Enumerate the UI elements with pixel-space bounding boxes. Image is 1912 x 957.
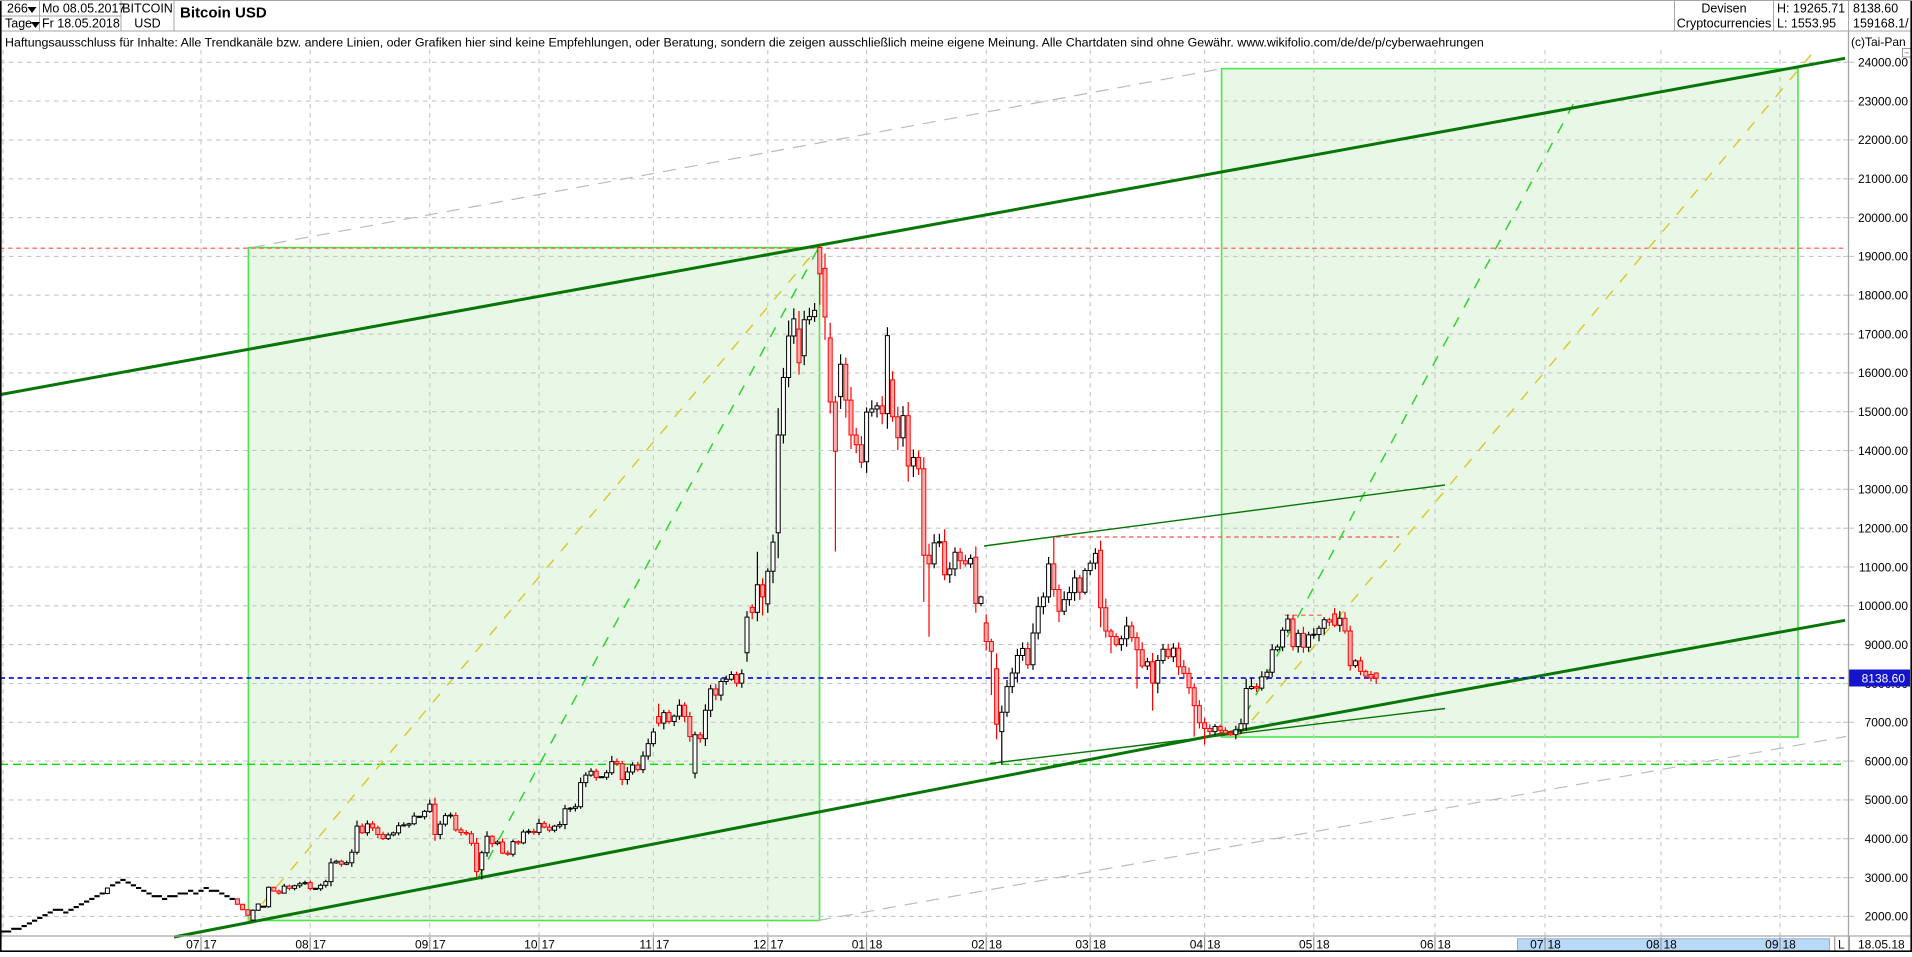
svg-text:18: 18 <box>1207 938 1221 952</box>
svg-text:6000.00: 6000.00 <box>1865 754 1909 768</box>
svg-text:3000.00: 3000.00 <box>1865 871 1909 885</box>
svg-text:17: 17 <box>313 938 327 952</box>
svg-text:01: 01 <box>852 938 866 952</box>
svg-text:18: 18 <box>1548 938 1562 952</box>
svg-text:21000.00: 21000.00 <box>1858 172 1908 186</box>
svg-text:08: 08 <box>295 938 309 952</box>
svg-text:18000.00: 18000.00 <box>1858 289 1908 303</box>
svg-text:8138.60: 8138.60 <box>1862 671 1906 685</box>
svg-text:Haftungsausschluss für Inhalte: Haftungsausschluss für Inhalte: Alle Tre… <box>5 36 1484 50</box>
svg-text:07: 07 <box>1530 938 1544 952</box>
svg-text:11: 11 <box>639 938 652 952</box>
svg-text:17: 17 <box>656 938 670 952</box>
svg-text:18: 18 <box>1664 938 1678 952</box>
svg-text:10000.00: 10000.00 <box>1858 599 1908 613</box>
svg-text:18: 18 <box>1093 938 1107 952</box>
svg-text:24000.00: 24000.00 <box>1858 56 1908 70</box>
svg-text:17: 17 <box>204 938 218 952</box>
svg-text:4000.00: 4000.00 <box>1865 832 1909 846</box>
svg-text:18: 18 <box>1783 938 1797 952</box>
svg-text:18.05.18: 18.05.18 <box>1858 938 1905 952</box>
svg-text:04: 04 <box>1190 938 1204 952</box>
svg-text:17000.00: 17000.00 <box>1858 327 1908 341</box>
svg-text:18: 18 <box>989 938 1003 952</box>
svg-text:17: 17 <box>770 938 784 952</box>
svg-text:BITCOIN: BITCOIN <box>122 2 173 16</box>
svg-text:05: 05 <box>1299 938 1313 952</box>
svg-text:L: L <box>1838 938 1845 952</box>
svg-text:06: 06 <box>1420 938 1434 952</box>
svg-text:L: 1553.95: L: 1553.95 <box>1777 17 1836 31</box>
svg-text:159168.1/: 159168.1/ <box>1853 17 1909 31</box>
svg-text:16000.00: 16000.00 <box>1858 366 1908 380</box>
svg-text:266: 266 <box>7 2 28 16</box>
svg-text:11000.00: 11000.00 <box>1859 560 1908 574</box>
svg-text:07: 07 <box>186 938 200 952</box>
svg-text:09: 09 <box>1765 938 1779 952</box>
svg-text:(c)Tai-Pan: (c)Tai-Pan <box>1851 35 1906 49</box>
svg-text:22000.00: 22000.00 <box>1858 133 1908 147</box>
svg-text:7000.00: 7000.00 <box>1865 716 1909 730</box>
svg-text:Tage: Tage <box>5 17 32 31</box>
svg-text:08: 08 <box>1646 938 1660 952</box>
svg-text:17: 17 <box>432 938 446 952</box>
svg-text:23000.00: 23000.00 <box>1858 94 1908 108</box>
svg-text:Mo 08.05.2017: Mo 08.05.2017 <box>42 2 125 16</box>
svg-text:9000.00: 9000.00 <box>1865 638 1909 652</box>
svg-text:2000.00: 2000.00 <box>1865 910 1909 924</box>
svg-text:03: 03 <box>1075 938 1089 952</box>
svg-text:12000.00: 12000.00 <box>1858 522 1908 536</box>
svg-text:Bitcoin USD: Bitcoin USD <box>180 5 267 22</box>
svg-text:10: 10 <box>524 938 538 952</box>
svg-text:Devisen: Devisen <box>1701 2 1746 16</box>
svg-text:H: 19265.71: H: 19265.71 <box>1777 2 1845 16</box>
svg-text:14000.00: 14000.00 <box>1858 444 1908 458</box>
svg-text:USD: USD <box>134 17 160 31</box>
svg-text:8138.60: 8138.60 <box>1853 2 1898 16</box>
svg-text:18: 18 <box>1316 938 1330 952</box>
svg-text:18: 18 <box>1438 938 1452 952</box>
svg-text:Cryptocurrencies: Cryptocurrencies <box>1677 17 1771 31</box>
svg-text:09: 09 <box>415 938 429 952</box>
svg-text:13000.00: 13000.00 <box>1858 483 1908 497</box>
svg-text:02: 02 <box>971 938 985 952</box>
svg-text:15000.00: 15000.00 <box>1858 405 1908 419</box>
svg-text:5000.00: 5000.00 <box>1865 793 1909 807</box>
svg-text:19000.00: 19000.00 <box>1858 250 1908 264</box>
svg-text:Fr 18.05.2018: Fr 18.05.2018 <box>42 17 120 31</box>
svg-text:20000.00: 20000.00 <box>1858 211 1908 225</box>
svg-text:12: 12 <box>753 938 767 952</box>
svg-text:17: 17 <box>542 938 556 952</box>
svg-text:18: 18 <box>869 938 883 952</box>
